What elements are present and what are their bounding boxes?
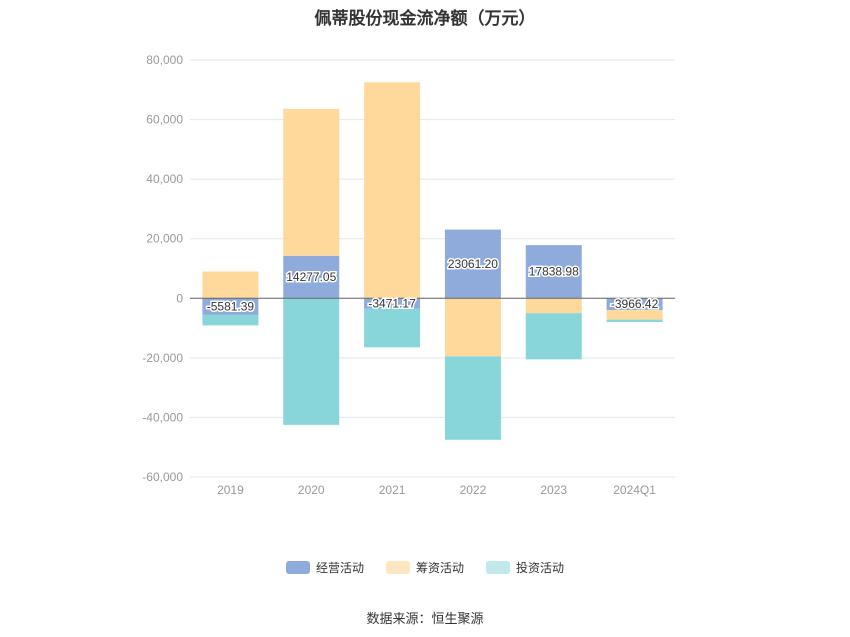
y-tick-label: 0 xyxy=(176,291,183,305)
data-source: 数据来源：恒生聚源 xyxy=(366,612,484,627)
y-tick-label: -20,000 xyxy=(142,351,183,365)
legend-label-investing: 投资活动 xyxy=(516,561,565,575)
data-label: -3471.17 xyxy=(368,296,416,310)
legend-item-investing[interactable]: 投资活动 xyxy=(486,559,564,576)
y-tick-label: 20,000 xyxy=(146,232,183,246)
data-label: 14277.05 xyxy=(286,270,336,284)
bar-2-2021 xyxy=(364,308,421,348)
data-label: -5581.39 xyxy=(207,300,255,314)
bar-1-2022 xyxy=(444,298,501,357)
data-label: 23061.20 xyxy=(448,257,498,271)
x-tick-label: 2023 xyxy=(540,483,567,497)
legend-swatch-financing xyxy=(385,561,410,574)
chart-legend: 经营活动 筹资活动 投资活动 xyxy=(0,559,850,576)
bar-0-2023 xyxy=(525,245,582,299)
bar-0-2024Q1 xyxy=(606,298,663,311)
bar-2-2023 xyxy=(525,313,582,360)
bar-1-2024Q1 xyxy=(606,310,663,320)
bar-0-2021 xyxy=(364,298,421,309)
bar-1-2019 xyxy=(202,271,259,299)
bar-1-2023 xyxy=(525,298,582,314)
bar-0-2020 xyxy=(283,255,340,299)
legend-swatch-operating xyxy=(285,561,310,574)
legend-item-financing[interactable]: 筹资活动 xyxy=(385,559,464,576)
bar-2-2019 xyxy=(202,314,259,326)
data-label: 17838.98 xyxy=(529,265,579,279)
bar-2-2022 xyxy=(444,356,501,440)
y-tick-label: -40,000 xyxy=(142,410,183,424)
y-tick-label: 80,000 xyxy=(146,53,183,67)
legend-item-operating[interactable]: 经营活动 xyxy=(285,559,364,576)
x-tick-label: 2019 xyxy=(217,483,244,497)
bar-0-2022 xyxy=(444,229,501,299)
chart-title: 佩蒂股份现金流净额（万元） xyxy=(314,9,536,29)
y-tick-label: 40,000 xyxy=(146,172,183,186)
legend-label-financing: 筹资活动 xyxy=(415,561,464,575)
x-tick-label: 2021 xyxy=(379,483,406,497)
bar-1-2020 xyxy=(283,108,340,256)
x-tick-label: 2022 xyxy=(460,483,487,497)
x-tick-label: 2024Q1 xyxy=(613,483,656,497)
legend-label-operating: 经营活动 xyxy=(315,561,364,575)
y-tick-label: -60,000 xyxy=(142,470,183,484)
bar-2-2020 xyxy=(283,298,340,425)
y-tick-label: 60,000 xyxy=(146,113,183,127)
bar-1-2021 xyxy=(364,82,421,299)
x-tick-label: 2020 xyxy=(298,483,325,497)
bar-2-2024Q1 xyxy=(606,319,663,323)
bar-0-2019 xyxy=(202,298,259,315)
legend-swatch-investing xyxy=(486,561,510,574)
data-label: -3966.42 xyxy=(611,297,659,311)
